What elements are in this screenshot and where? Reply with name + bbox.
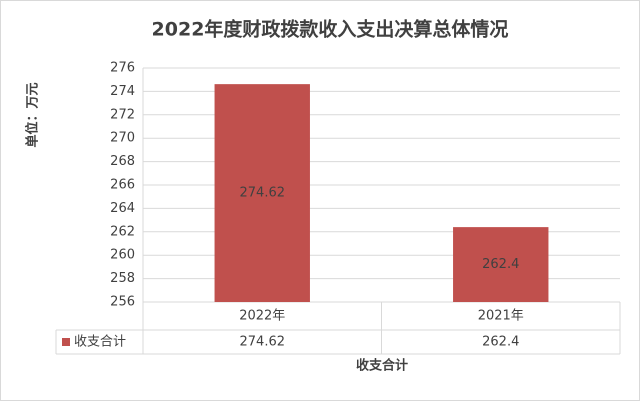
data-label: 262.4 [482,257,519,272]
bar [453,227,549,302]
bar [214,84,310,302]
y-tick-label: 258 [110,271,135,286]
y-tick-label: 262 [110,224,135,239]
table-value: 262.4 [482,335,519,350]
y-tick-label: 274 [110,84,135,99]
y-tick-label: 276 [110,61,135,76]
y-tick-label: 260 [110,248,135,263]
x-tick-label: 2021年 [478,309,524,324]
y-tick-label: 256 [110,295,135,310]
x-tick-label: 2022年 [239,309,285,324]
x-axis-title: 收支合计 [356,358,408,374]
legend-key [62,338,70,346]
table-value: 274.62 [240,335,286,350]
y-axis-title: 单位：万元 [25,82,41,147]
y-tick-label: 266 [110,178,135,193]
chart-title: 2022年度财政拨款收入支出决算总体情况 [152,18,509,41]
y-tick-label: 270 [110,131,135,146]
data-label: 274.62 [240,186,286,201]
y-tick-label: 272 [110,107,135,122]
y-tick-label: 264 [110,201,135,216]
y-tick-label: 268 [110,154,135,169]
legend-label: 收支合计 [74,335,126,350]
